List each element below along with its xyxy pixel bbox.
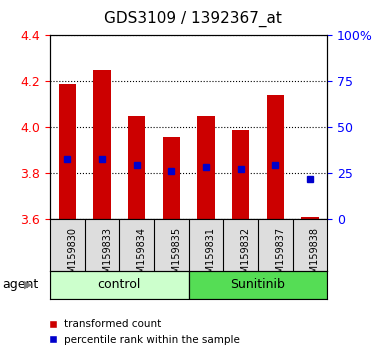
Bar: [59, 84, 76, 219]
Bar: [197, 116, 215, 219]
Bar: [93, 70, 111, 219]
Text: Sunitinib: Sunitinib: [231, 279, 285, 291]
Text: GSM159832: GSM159832: [241, 227, 251, 286]
Text: GSM159834: GSM159834: [137, 227, 147, 286]
Text: GSM159835: GSM159835: [171, 227, 181, 286]
Bar: [266, 95, 284, 219]
Legend: transformed count, percentile rank within the sample: transformed count, percentile rank withi…: [44, 315, 244, 349]
Bar: [128, 116, 145, 219]
Bar: [50, 271, 189, 299]
Text: GSM159837: GSM159837: [275, 227, 285, 286]
Bar: [232, 130, 249, 219]
Text: GDS3109 / 1392367_at: GDS3109 / 1392367_at: [104, 11, 281, 27]
Text: control: control: [98, 279, 141, 291]
Bar: [301, 217, 318, 219]
Bar: [189, 271, 327, 299]
Text: ▶: ▶: [24, 280, 33, 290]
Text: GSM159831: GSM159831: [206, 227, 216, 286]
Text: agent: agent: [2, 279, 38, 291]
Text: GSM159830: GSM159830: [67, 227, 77, 286]
Text: GSM159838: GSM159838: [310, 227, 320, 286]
Bar: [162, 137, 180, 219]
Text: GSM159833: GSM159833: [102, 227, 112, 286]
